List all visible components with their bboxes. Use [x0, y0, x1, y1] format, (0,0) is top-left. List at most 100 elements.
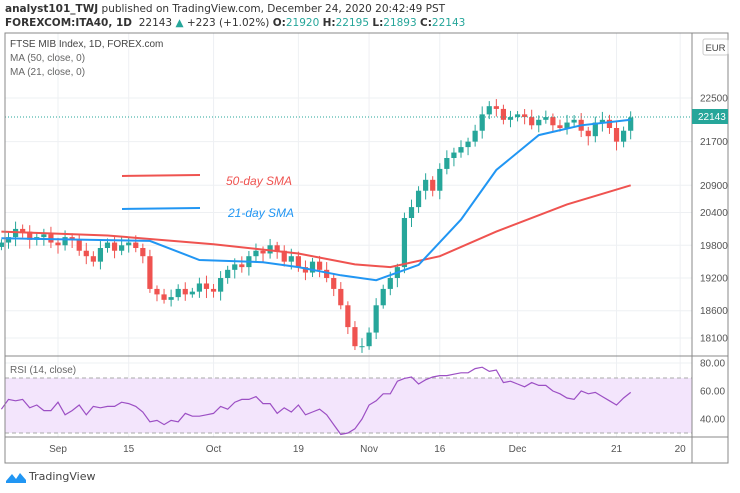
candle-body: [628, 117, 634, 131]
currency-label: EUR: [705, 43, 725, 54]
candle: [373, 298, 379, 340]
candle-body: [331, 278, 337, 289]
candle-body: [366, 332, 372, 347]
candle-body: [267, 245, 273, 254]
candle: [444, 150, 450, 175]
chart-frame: [4, 32, 729, 464]
author[interactable]: analyst101_TWJ: [5, 3, 99, 15]
candle-body: [486, 106, 492, 115]
candle-body: [196, 283, 202, 292]
symbol: FOREXCOM:ITA40, 1D: [5, 17, 133, 29]
candle: [500, 104, 507, 125]
candle-body: [522, 114, 528, 118]
candle-body: [97, 248, 104, 262]
candle-body: [161, 294, 167, 300]
candle: [168, 289, 174, 307]
candle-body: [465, 141, 471, 148]
time-tick-label: 21: [611, 444, 623, 455]
rsi-tick-label: 60.00: [700, 387, 725, 398]
legend-ma50[interactable]: MA (50, close, 0): [10, 53, 85, 64]
candle: [281, 245, 287, 267]
candle: [564, 114, 570, 135]
candle-body: [119, 245, 125, 251]
candle: [592, 116, 598, 143]
candle-body: [69, 237, 75, 240]
candle-body: [316, 261, 323, 270]
candle: [479, 106, 485, 139]
candle-body: [387, 278, 393, 289]
candle-body: [140, 248, 146, 257]
candle: [161, 288, 167, 304]
candle: [529, 109, 535, 130]
candle-body: [493, 106, 499, 109]
candle: [437, 163, 443, 200]
candle: [352, 321, 358, 351]
candle: [359, 338, 365, 353]
candle: [225, 265, 231, 284]
candle: [12, 221, 19, 247]
candle-body: [309, 261, 316, 273]
candle-body: [345, 305, 351, 328]
candle: [394, 263, 400, 288]
candle-body: [536, 119, 542, 126]
candle: [451, 147, 457, 167]
candle-body: [401, 218, 408, 268]
candle: [210, 284, 217, 298]
candle: [189, 287, 195, 298]
candle: [69, 233, 75, 249]
candle-body: [20, 228, 26, 232]
candle: [536, 115, 542, 133]
candle: [338, 282, 344, 310]
candle: [295, 251, 301, 272]
candle-body: [472, 130, 478, 142]
candle: [175, 284, 181, 301]
candle: [621, 126, 627, 148]
sma50-annotation: 50-day SMA: [226, 174, 292, 188]
candle: [458, 140, 464, 158]
last-price: 22143: [138, 17, 173, 29]
candle: [203, 275, 210, 299]
candle-body: [585, 130, 591, 137]
high-value: 22195: [335, 17, 370, 29]
tradingview-logo[interactable]: TradingView: [6, 470, 95, 483]
legend-ma21[interactable]: MA (21, close, 0): [10, 67, 85, 78]
rsi-tick-label: 40.00: [700, 415, 725, 426]
candle-body: [239, 264, 245, 268]
rsi-legend[interactable]: RSI (14, close): [10, 365, 76, 376]
candle: [182, 282, 188, 301]
close-value: 22143: [431, 17, 466, 29]
candle: [613, 120, 620, 151]
candle-body: [274, 245, 280, 251]
candle-body: [225, 269, 231, 279]
candle-body: [55, 242, 61, 246]
price-tick-label: 22500: [700, 94, 728, 105]
candle-body: [458, 147, 464, 153]
price-tick-label: 18100: [700, 334, 728, 345]
h-label: H:: [322, 17, 336, 29]
candle: [606, 114, 613, 134]
candle: [0, 239, 5, 251]
candle-body: [133, 242, 139, 249]
candle-body: [253, 250, 259, 257]
candle: [493, 99, 499, 117]
candle-body: [288, 256, 294, 262]
ma21-line: [1, 118, 631, 282]
candle: [380, 284, 386, 309]
candle-body: [415, 190, 422, 208]
low-value: 21893: [383, 17, 417, 29]
candle: [97, 241, 104, 270]
candle: [550, 113, 556, 133]
candle-body: [430, 179, 436, 191]
candle: [140, 243, 146, 264]
currency-button[interactable]: [702, 38, 729, 56]
time-tick-label: Sep: [49, 444, 67, 455]
price-tick-label: 18600: [700, 306, 728, 317]
candle-body: [592, 122, 598, 137]
candle: [218, 271, 224, 301]
tradingview-logo-icon: [6, 472, 26, 483]
candle: [628, 111, 634, 140]
sma50-annotation-line: [121, 174, 201, 177]
candle-body: [507, 117, 514, 120]
candle: [331, 273, 337, 297]
